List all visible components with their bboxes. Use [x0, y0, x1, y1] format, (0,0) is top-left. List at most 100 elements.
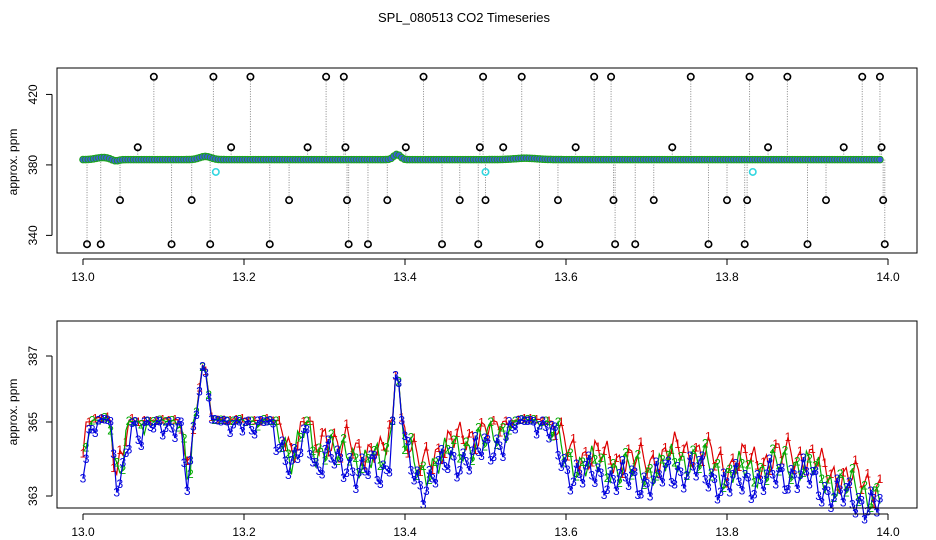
series-3-marker: 3 — [763, 467, 770, 481]
series-1-marker: 1 — [821, 456, 828, 470]
series-3-marker: 3 — [751, 487, 758, 501]
series-1-marker: 1 — [576, 464, 583, 478]
spike-point — [341, 143, 350, 152]
series-3-marker: 3 — [736, 475, 743, 489]
series-3-marker: 3 — [215, 414, 222, 428]
spike-point — [401, 143, 410, 152]
series-3-marker: 3 — [86, 423, 93, 437]
series-3-marker: 3 — [156, 415, 163, 429]
series-2-marker: 2 — [543, 414, 550, 428]
spike-point — [611, 240, 620, 249]
spike-point — [607, 72, 616, 81]
series-2-marker: 2 — [641, 478, 648, 492]
series-3-marker: 3 — [150, 421, 157, 435]
series-2-marker: 2 — [733, 462, 740, 476]
bottom-x-tick-label: 14.0 — [876, 525, 900, 539]
series-2-marker: 2 — [708, 470, 715, 484]
series-2-marker: 2 — [763, 474, 770, 488]
series-3-marker: 3 — [797, 468, 804, 482]
series-2-marker: 2 — [487, 415, 494, 429]
series-3-marker: 3 — [877, 491, 884, 505]
series-3-marker: 3 — [211, 412, 218, 426]
series-2-marker: 2 — [555, 415, 562, 429]
series-3-marker: 3 — [460, 446, 467, 460]
series-3-marker: 3 — [147, 420, 154, 434]
series-3-marker: 3 — [199, 360, 206, 374]
series-2-marker: 2 — [432, 455, 439, 469]
series-2-marker: 2 — [549, 430, 556, 444]
series-3-marker: 3 — [831, 491, 838, 505]
spike-point — [455, 196, 464, 205]
series-3-marker: 3 — [313, 455, 320, 469]
series-2-marker: 2 — [402, 443, 409, 457]
series-1-marker: 1 — [251, 413, 258, 427]
series-1-marker: 1 — [441, 447, 448, 461]
spike-point — [438, 240, 447, 249]
series-3-marker: 3 — [785, 483, 792, 497]
series-3-marker: 3 — [110, 447, 117, 461]
series-1-marker: 1 — [711, 459, 718, 473]
top-x-tick-label: 14.0 — [876, 270, 900, 284]
series-1-marker: 1 — [809, 442, 816, 456]
series-1-marker: 1 — [447, 429, 454, 443]
series-3-marker: 3 — [729, 467, 736, 481]
series-1-marker: 1 — [509, 417, 516, 431]
series-3-marker: 3 — [861, 512, 868, 526]
series-1-marker: 1 — [644, 467, 651, 481]
series-3-marker: 3 — [585, 449, 592, 463]
series-3-marker: 3 — [239, 425, 246, 439]
series-3-marker: 3 — [408, 464, 415, 478]
series-1-marker: 1 — [570, 432, 577, 446]
series-3-marker: 3 — [490, 450, 497, 464]
series-1-marker: 1 — [282, 440, 289, 454]
series-3-marker: 3 — [846, 475, 853, 489]
series-2-marker: 2 — [745, 458, 752, 472]
series-3-marker: 3 — [821, 479, 828, 493]
series-2-marker: 2 — [457, 452, 464, 466]
series-1-marker: 1 — [313, 442, 320, 456]
series-3-marker: 3 — [426, 463, 433, 477]
series-3-marker: 3 — [181, 456, 188, 470]
series-1-marker: 1 — [172, 413, 179, 427]
series-2-marker: 2 — [426, 473, 433, 487]
series-3-marker: 3 — [227, 426, 234, 440]
series-1-marker: 1 — [595, 440, 602, 454]
spike-point — [499, 143, 508, 152]
series-3-marker: 3 — [705, 480, 712, 494]
series-2-marker: 2 — [187, 467, 194, 481]
series-1-marker: 1 — [791, 463, 798, 477]
series-3-marker: 3 — [328, 451, 335, 465]
series-3-marker: 3 — [509, 420, 516, 434]
series-3-marker: 3 — [303, 422, 310, 436]
series-1-marker: 1 — [852, 453, 859, 467]
series-2-marker: 2 — [359, 462, 366, 476]
series-3-marker: 3 — [766, 452, 773, 466]
series-3-marker: 3 — [815, 489, 822, 503]
series-1-marker: 1 — [864, 466, 871, 480]
series-3-marker: 3 — [711, 472, 718, 486]
series-1-marker: 1 — [668, 443, 675, 457]
series-2-marker: 2 — [408, 431, 415, 445]
series-3-marker: 3 — [607, 465, 614, 479]
series-3-marker: 3 — [230, 418, 237, 432]
series-3-marker: 3 — [739, 483, 746, 497]
series-1-marker: 1 — [564, 449, 571, 463]
series-3-marker: 3 — [184, 484, 191, 498]
series-2-marker: 2 — [530, 413, 537, 427]
series-3-marker: 3 — [803, 465, 810, 479]
spike-point — [875, 72, 884, 81]
series-2-marker: 2 — [500, 421, 507, 435]
series-3-marker: 3 — [270, 417, 277, 431]
series-2-marker: 2 — [254, 419, 261, 433]
series-3-marker: 3 — [92, 426, 99, 440]
cyan-point — [211, 167, 220, 176]
series-1-marker: 1 — [552, 429, 559, 443]
series-3-marker: 3 — [775, 461, 782, 475]
spike-point — [631, 240, 640, 249]
spike-point — [743, 196, 752, 205]
series-1-marker: 1 — [699, 455, 706, 469]
series-1-marker: 1 — [503, 414, 510, 428]
series-3-marker: 3 — [472, 430, 479, 444]
series-3-marker: 3 — [582, 458, 589, 472]
series-3-marker: 3 — [120, 456, 127, 470]
